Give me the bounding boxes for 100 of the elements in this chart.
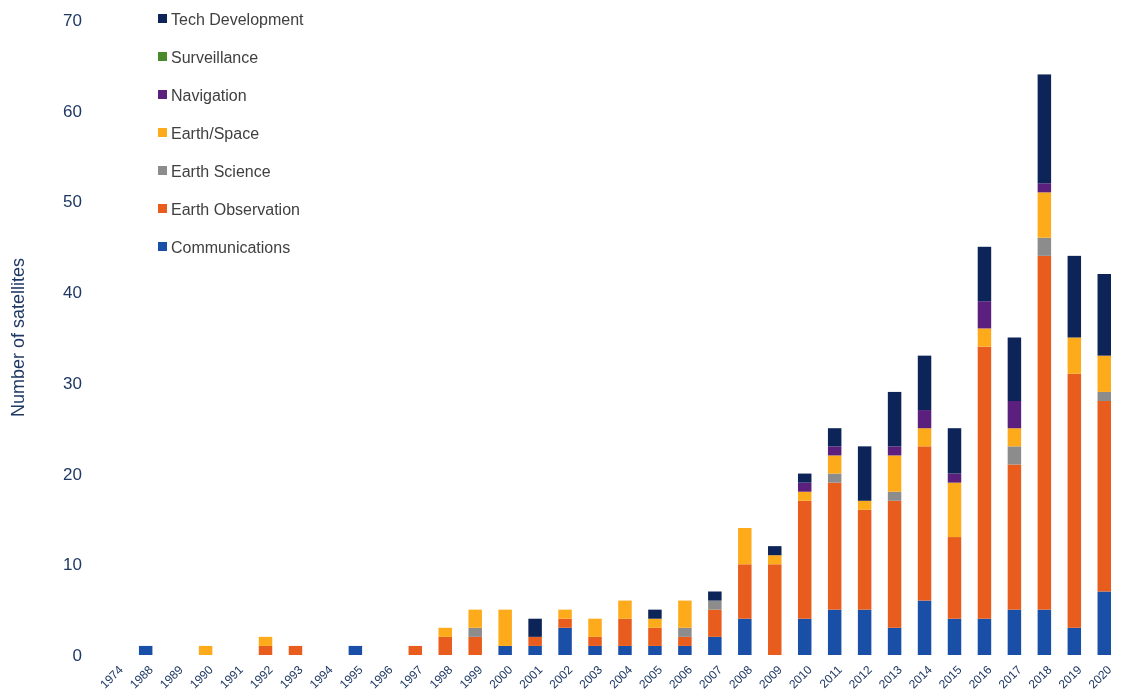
legend-label: Earth/Space [171, 124, 260, 142]
bar [947, 537, 962, 619]
bar [708, 600, 722, 610]
bar [1037, 237, 1052, 256]
bar [498, 645, 512, 655]
bar [648, 627, 662, 646]
bar [977, 328, 992, 347]
y-tick-label: 50 [63, 192, 82, 212]
bar [768, 546, 782, 556]
bar [1037, 609, 1052, 655]
bar [618, 600, 632, 619]
bar [678, 645, 692, 655]
bar [1007, 464, 1022, 610]
bar [977, 301, 992, 329]
bar [947, 428, 962, 474]
bar [887, 446, 902, 456]
bar [558, 627, 572, 655]
bar [797, 473, 812, 483]
bar [887, 455, 902, 492]
bar [797, 482, 812, 492]
bar [288, 645, 303, 655]
bar [1067, 627, 1082, 655]
bar [827, 428, 842, 447]
bar [917, 410, 932, 429]
bar [678, 627, 692, 637]
bar [797, 500, 812, 619]
bar [827, 446, 842, 456]
y-tick-label: 60 [63, 101, 82, 121]
bar [977, 618, 992, 655]
bar [1097, 401, 1112, 592]
bar [438, 636, 452, 655]
bar [588, 618, 602, 637]
bar [1097, 355, 1112, 392]
bar [857, 509, 872, 610]
bar [708, 609, 722, 637]
bar [1097, 591, 1112, 655]
bar [827, 482, 842, 610]
bar [1007, 446, 1022, 465]
bar [528, 618, 542, 637]
bar [827, 455, 842, 474]
bar [917, 428, 932, 447]
bar [588, 645, 602, 655]
bar [947, 473, 962, 483]
bar [1067, 255, 1082, 338]
bar [917, 355, 932, 411]
bar [558, 618, 572, 628]
bar [1037, 183, 1052, 193]
bar [738, 564, 752, 619]
bar [857, 446, 872, 501]
bar [738, 618, 752, 655]
bar [648, 645, 662, 655]
bar [1037, 74, 1052, 184]
bar [738, 528, 752, 565]
bar [947, 618, 962, 655]
bar [588, 636, 602, 646]
bar [1067, 337, 1082, 374]
bar [708, 636, 722, 655]
y-tick-label: 10 [63, 555, 82, 575]
bar [408, 645, 423, 655]
bar [977, 246, 992, 302]
legend-label: Tech Development [171, 10, 305, 28]
bar [827, 609, 842, 655]
bar [468, 627, 482, 637]
bar [827, 473, 842, 483]
bar [1037, 192, 1052, 238]
legend-label: Surveillance [171, 48, 259, 66]
bar [1007, 609, 1022, 655]
bar [618, 618, 632, 646]
legend-label: Earth Observation [171, 200, 300, 218]
bar [708, 591, 722, 601]
bar [857, 500, 872, 510]
bar [498, 609, 512, 646]
bar [797, 491, 812, 501]
bar [768, 564, 782, 655]
bar [528, 636, 542, 646]
bar [678, 600, 692, 628]
bar [648, 609, 662, 619]
bar [528, 645, 542, 655]
bar [1097, 391, 1112, 401]
bar [138, 645, 153, 655]
bar [348, 645, 363, 655]
y-tick-label: 20 [63, 464, 82, 484]
bar [917, 600, 932, 655]
bar [887, 491, 902, 501]
bar [797, 618, 812, 655]
y-tick-label: 0 [72, 645, 82, 665]
bar [887, 391, 902, 447]
legend-label: Navigation [171, 86, 247, 104]
legend-label: Communications [171, 238, 291, 256]
bar [468, 609, 482, 628]
bar [258, 636, 273, 646]
y-tick-label: 40 [63, 283, 82, 303]
y-axis-title: Number of satellites [8, 257, 28, 418]
bar [558, 609, 572, 619]
bar [1007, 401, 1022, 429]
bar [198, 645, 213, 655]
bar [768, 555, 782, 565]
bar [1007, 337, 1022, 401]
y-tick-label: 70 [63, 10, 82, 30]
bar [977, 346, 992, 619]
